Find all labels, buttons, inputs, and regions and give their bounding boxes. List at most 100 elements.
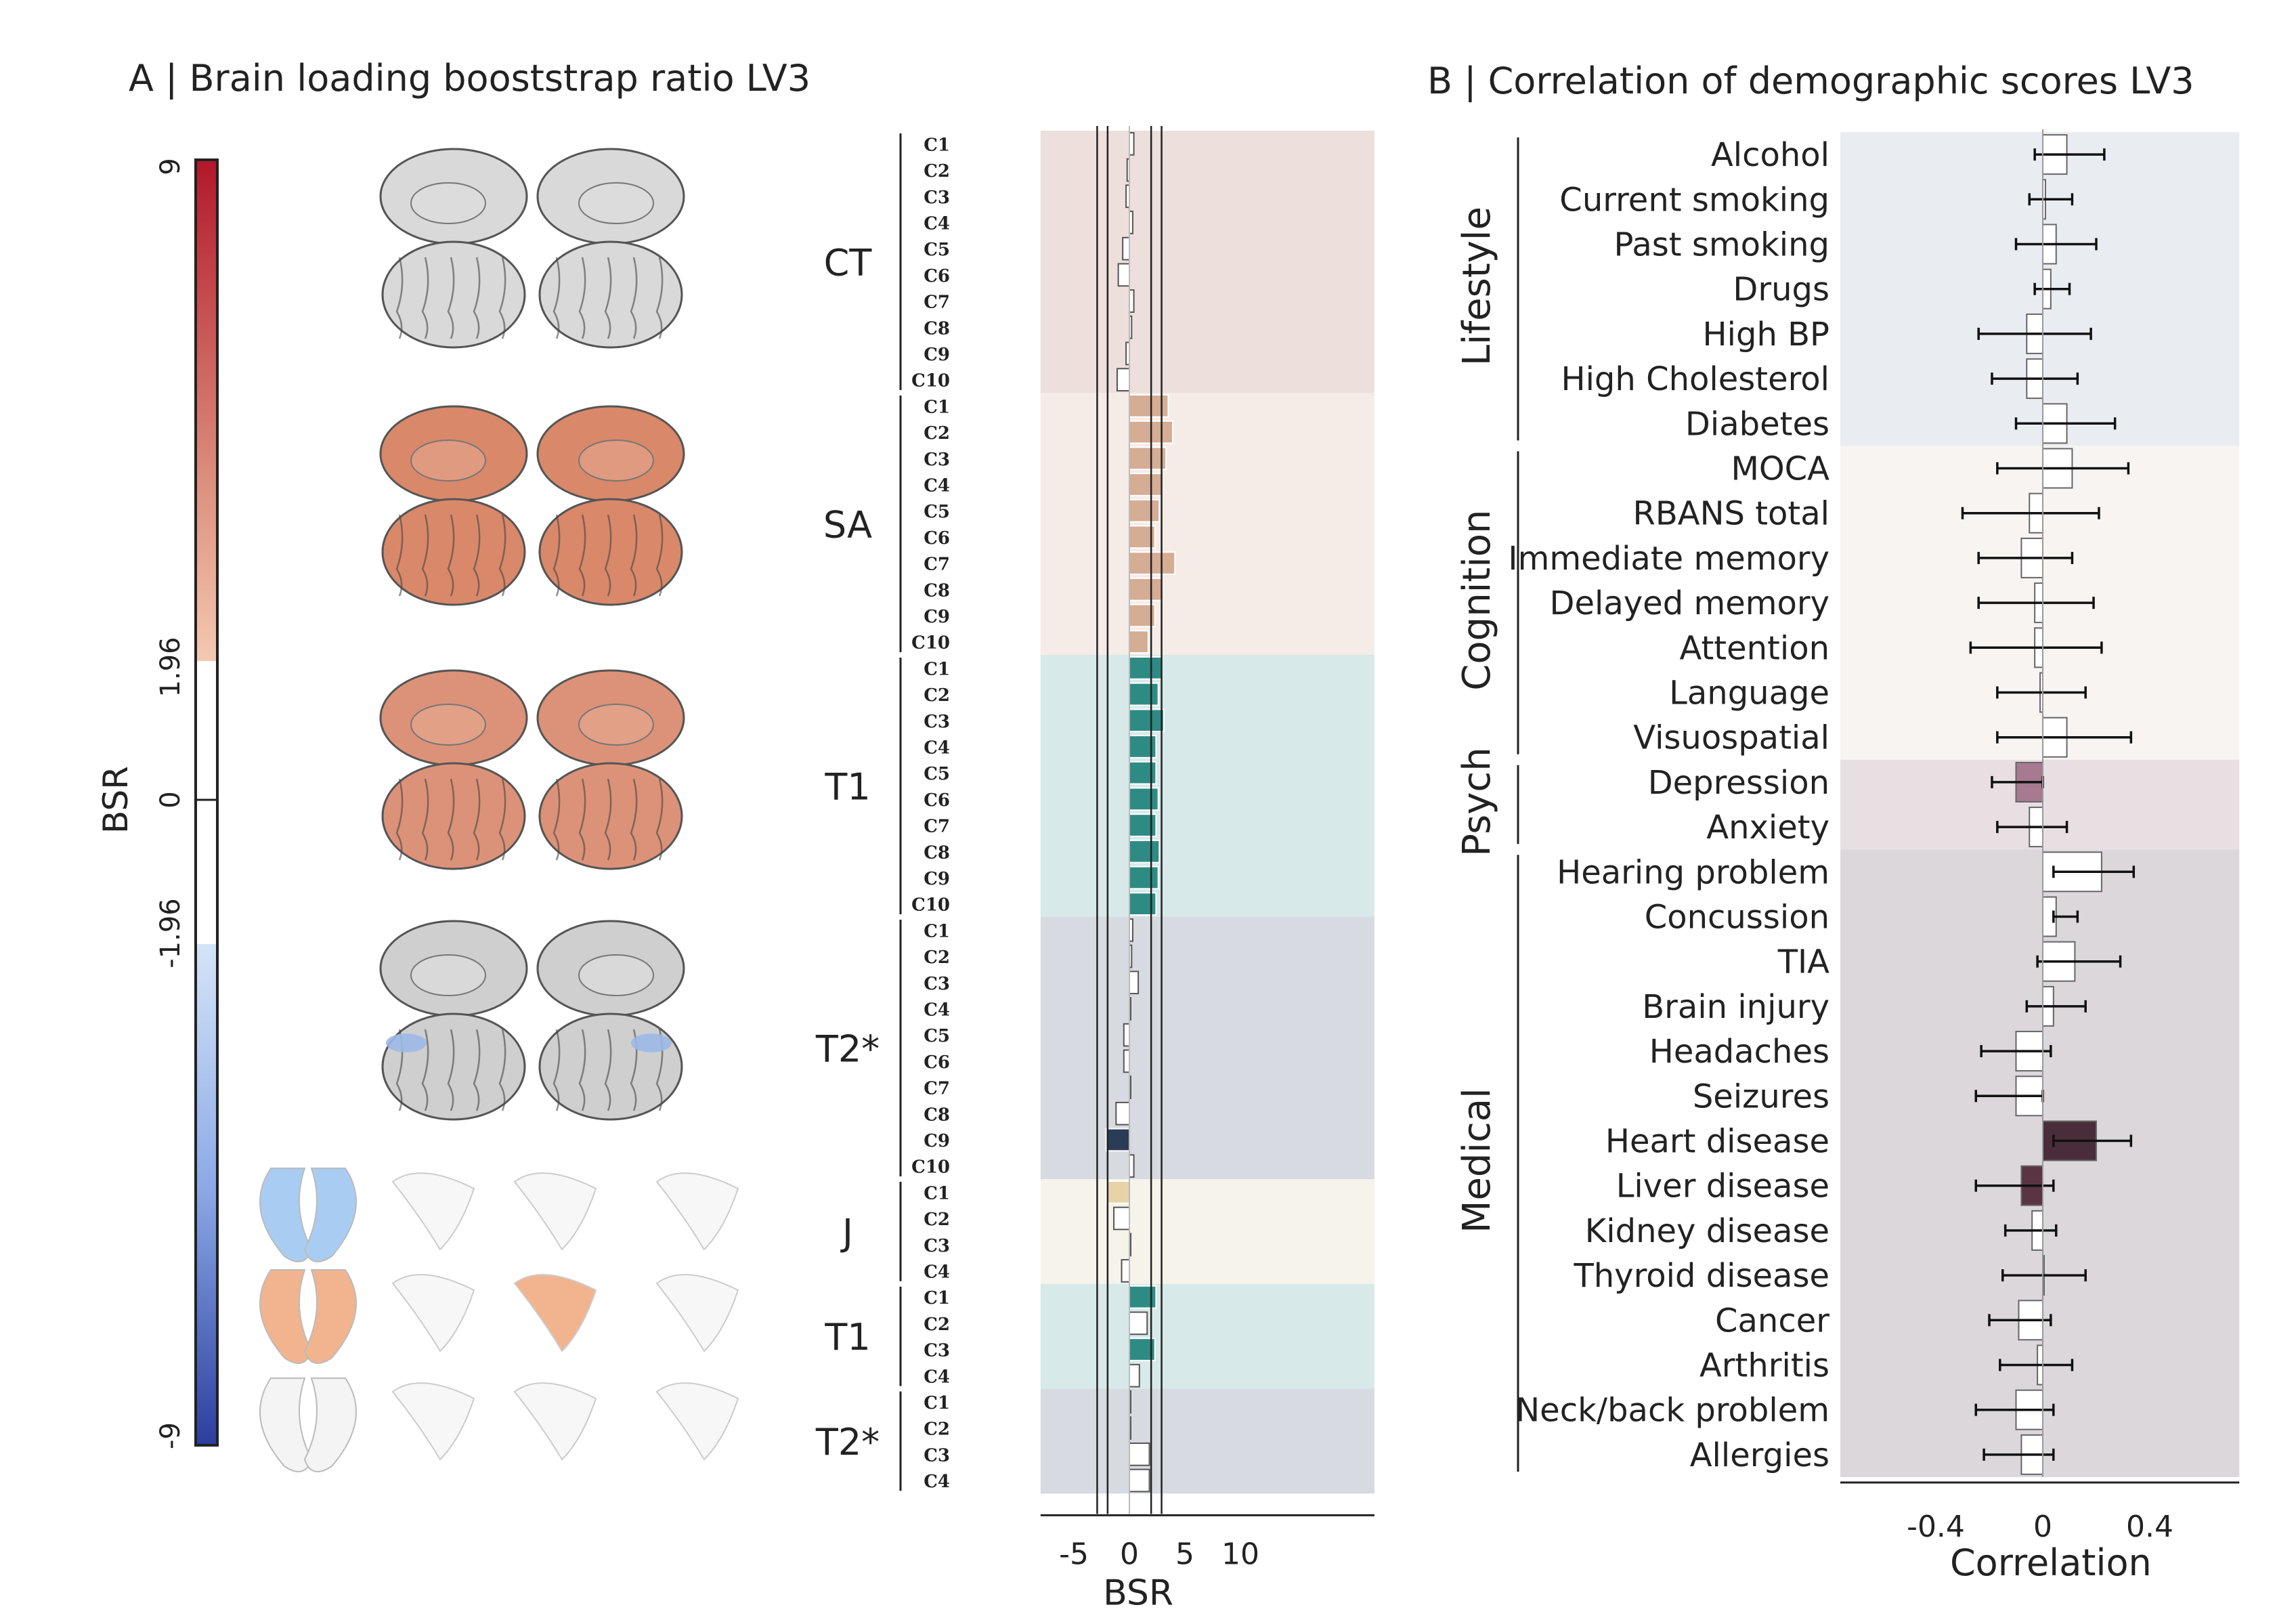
bsr-category-label: C4: [924, 738, 950, 758]
bsr-bar: [1129, 498, 1161, 523]
bsr-bar: [1129, 682, 1159, 706]
bsr-category-label: C9: [924, 607, 950, 627]
corr-category-label: RBANS total: [1632, 495, 1829, 533]
subcortical-outline: [391, 1172, 475, 1251]
bsr-category-label: C2: [924, 423, 950, 444]
corr-x-axis-label: Correlation: [1950, 1541, 2152, 1584]
subcortical-structure-left: [259, 1168, 313, 1262]
brain-sulcus: [498, 1029, 506, 1111]
corr-category-label: Brain injury: [1642, 988, 1829, 1026]
bsr-bar: [1105, 1180, 1131, 1204]
corr-category-label: Alcohol: [1711, 136, 1829, 174]
brain-sulcus: [473, 514, 481, 597]
brain-lateral-view: [538, 762, 683, 870]
bsr-group-label: J: [840, 1211, 853, 1254]
brain-medial-wall: [410, 704, 486, 746]
bsr-category-label: C8: [924, 1105, 950, 1125]
bsr-category-label: C4: [924, 1000, 950, 1020]
brain-medial-wall: [578, 440, 654, 482]
bsr-category-label: C3: [924, 712, 950, 732]
brain-sulcus: [395, 257, 404, 339]
colorbar-tick-minus-1.96: -1.96: [155, 898, 186, 968]
bsr-bar-chart: C1C2C3C4C5C6C7C8C9C10C1C2C3C4C5C6C7C8C9C…: [815, 126, 1374, 1613]
bsr-bar: [1129, 446, 1167, 471]
subcortical-structure-left: [259, 1378, 313, 1472]
bsr-category-label: C6: [924, 1052, 950, 1073]
bsr-category-label: C4: [924, 213, 950, 234]
bsr-x-tick-label: 0: [1120, 1537, 1139, 1571]
corr-category-label: Allergies: [1690, 1436, 1829, 1474]
panel-b-title: B | Correlation of demographic scores LV…: [1427, 60, 2194, 102]
brain-sulcus: [578, 257, 586, 339]
brain-sulcus: [604, 1029, 612, 1111]
subcortical-structure-right: [303, 1269, 357, 1364]
panel-a-title: A | Brain loading booststrap ratio LV3: [129, 57, 810, 100]
brain-sulcus: [604, 257, 612, 339]
brain-sulcus: [447, 1029, 455, 1111]
bsr-group-label: T2*: [815, 1421, 880, 1464]
bsr-category-label: C1: [924, 135, 950, 155]
bsr-x-axis-label: BSR: [1103, 1573, 1173, 1613]
brain-lateral-view: [381, 240, 526, 349]
bsr-group-label: T1: [824, 766, 870, 809]
corr-x-tick-label: -0.4: [1907, 1510, 1965, 1544]
bsr-category-label: C4: [924, 475, 950, 496]
bsr-category-label: C3: [924, 188, 950, 208]
corr-category-label: High Cholesterol: [1561, 360, 1830, 398]
bsr-category-label: C3: [924, 1236, 950, 1256]
bsr-bar: [1129, 551, 1176, 575]
bsr-bar: [1129, 708, 1165, 733]
brain-sulcus: [473, 1029, 481, 1111]
bsr-bar: [1129, 1285, 1157, 1309]
bsr-category-label: C3: [924, 450, 950, 470]
brain-renderings: [379, 148, 685, 1121]
corr-category-label: Attention: [1679, 629, 1829, 667]
bsr-category-label: C4: [924, 1262, 950, 1282]
brain-medial-wall: [410, 440, 486, 482]
corr-category-label: MOCA: [1731, 450, 1829, 488]
brain-sulcus: [630, 514, 638, 597]
bsr-group-label: T2*: [815, 1028, 880, 1071]
corr-category-label: Arthritis: [1699, 1347, 1829, 1385]
brain-sulcus: [498, 778, 506, 861]
bsr-bar: [1129, 1311, 1148, 1336]
colorbar-tick-9: 9: [155, 158, 186, 175]
brain-medial-wall: [578, 954, 654, 996]
corr-category-label: Kidney disease: [1585, 1212, 1829, 1250]
corr-category-label: Delayed memory: [1550, 584, 1829, 622]
bsr-category-label: C9: [924, 869, 950, 889]
bsr-category-label: C8: [924, 842, 950, 863]
corr-category-label: High BP: [1703, 316, 1829, 354]
bsr-bar: [1122, 236, 1131, 261]
bsr-category-label: C4: [924, 1472, 950, 1492]
bsr-group-background: [1040, 1283, 1374, 1389]
corr-category-label: TIA: [1777, 943, 1829, 981]
bsr-category-label: C10: [911, 371, 950, 391]
corr-category-label: Drugs: [1733, 271, 1829, 309]
bsr-category-label: C10: [911, 633, 950, 654]
bsr-category-label: C4: [924, 1367, 950, 1387]
brain-sulcus: [498, 257, 506, 339]
colorbar-tick-0: 0: [155, 791, 186, 808]
bsr-group-background: [1040, 917, 1374, 1179]
brain-sulcus: [447, 257, 455, 339]
bsr-category-label: C2: [924, 1315, 950, 1335]
brain-sulcus: [578, 514, 586, 597]
bsr-bar: [1116, 368, 1130, 391]
bsr-bar: [1117, 263, 1130, 287]
brain-sulcus: [447, 778, 455, 861]
subcortical-outline: [655, 1382, 739, 1461]
brain-sulcus: [553, 778, 561, 861]
brain-sulcus: [655, 514, 664, 597]
brain-sulcus: [553, 1029, 561, 1111]
brain-sulcus: [395, 778, 404, 861]
bsr-category-label: C7: [924, 293, 950, 313]
bsr-x-tick-label: 5: [1175, 1537, 1194, 1571]
corr-category-label: Heart disease: [1605, 1123, 1829, 1161]
bsr-bar: [1129, 761, 1157, 785]
bsr-category-label: C10: [911, 895, 950, 916]
bsr-bar: [1105, 1128, 1131, 1152]
corr-category-label: Immediate memory: [1508, 540, 1829, 578]
corr-group-label: Cognition: [1455, 509, 1499, 690]
